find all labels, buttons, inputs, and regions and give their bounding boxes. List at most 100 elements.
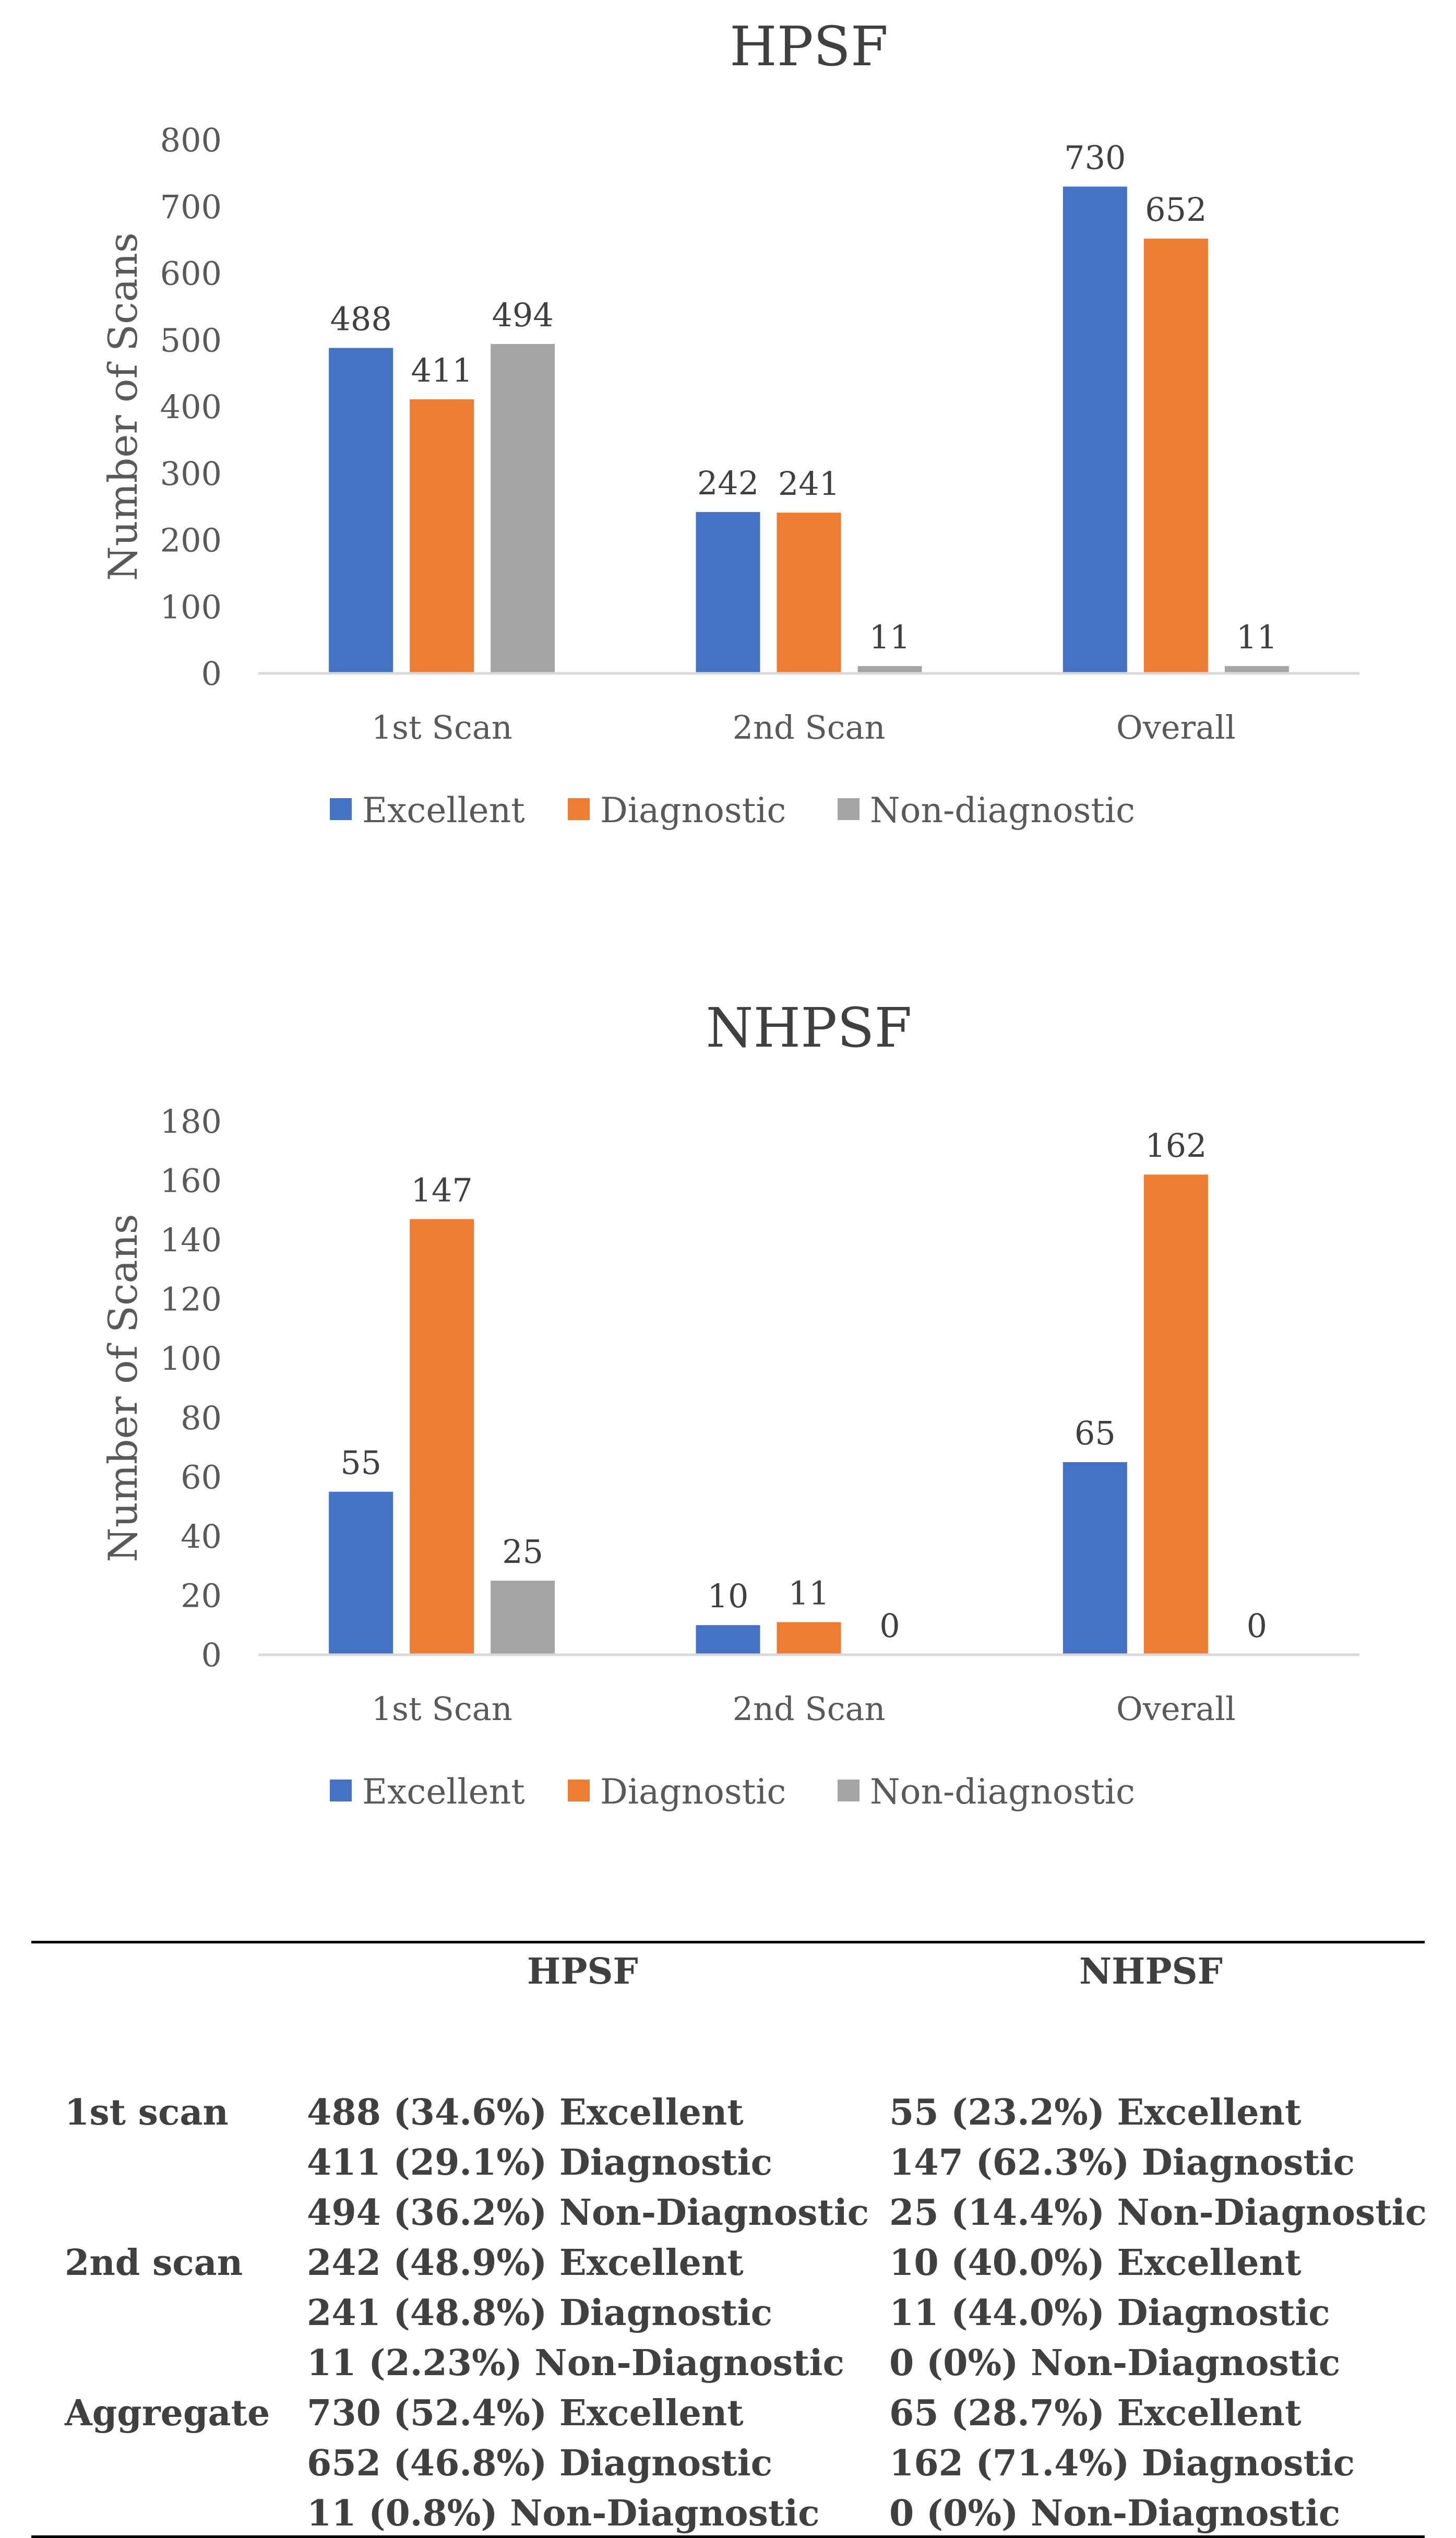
hpsf-cell: 241 (48.8%) Diagnostic [307,2292,773,2334]
legend-entry: Diagnostic [600,790,786,831]
y-axis-label: Number of Scans [100,1214,146,1562]
table-header-row: HPSF NHPSF [31,1943,1425,2022]
hpsf-cell: 494 (36.2%) Non-Diagnostic [307,2192,869,2234]
y-tick-label: 140 [160,1221,222,1259]
legend-swatch [330,1780,352,1801]
table-row: 11 (2.23%) Non-Diagnostic 0 (0%) Non-Diag… [31,2335,1425,2385]
table-body: 1st scan 488 (34.6%) Excellent 55 (23.2%) … [31,2084,1427,2535]
x-tick-label: 1st Scan [372,708,512,746]
hpsf-cell: 730 (52.4%) Excellent [307,2392,744,2434]
x-tick-label: 2nd Scan [733,708,886,746]
nhpsf-cell: 147 (62.3%) Diagnostic [889,2142,1355,2184]
y-tick-label: 500 [160,321,222,359]
data-label: 242 [697,464,759,502]
x-tick-label: 1st Scan [372,1690,512,1728]
legend-swatch [568,1780,590,1801]
y-tick-label: 120 [160,1280,222,1319]
nhpsf-cell: 10 (40.0%) Excellent [889,2242,1302,2284]
row-label: Aggregate [65,2392,270,2434]
hpsf-cell: 11 (2.23%) Non-Diagnostic [307,2342,844,2384]
table-row: 494 (36.2%) Non-Diagnostic 25 (14.4%) Non… [31,2185,1427,2235]
bar [1063,186,1127,673]
legend-entry: Excellent [362,790,525,831]
y-tick-label: 80 [181,1399,222,1437]
bar [1143,1175,1208,1655]
hpsf-cell: 488 (34.6%) Excellent [307,2092,744,2133]
summary-table: HPSF NHPSF 1st scan 488 (34.6%) Excellent… [31,1941,1427,2538]
table-row: 2nd scan 242 (48.9%) Excellent 10 (40.0%) … [31,2235,1425,2285]
legend-swatch [838,1780,860,1801]
bar [857,666,922,673]
nhpsf-cell: 162 (71.4%) Diagnostic [889,2442,1355,2484]
legend-swatch [330,798,352,820]
data-label: 11 [789,1574,830,1612]
y-tick-label: 300 [160,455,222,493]
hpsf-cell: 411 (29.1%) Diagnostic [307,2142,773,2184]
nhpsf-cell: 25 (14.4%) Non-Diagnostic [889,2192,1427,2234]
data-label: 0 [1247,1607,1267,1645]
data-label: 55 [340,1444,381,1482]
table-row: Aggregate 730 (52.4%) Excellent 65 (28.7%)… [31,2385,1425,2435]
y-tick-label: 20 [181,1576,222,1615]
data-label: 65 [1075,1414,1116,1452]
table-row: 411 (29.1%) Diagnostic 147 (62.3%) Diagno… [31,2134,1425,2185]
chart-title: HPSF [730,15,888,78]
chart-title: NHPSF [706,996,912,1060]
table-row: 652 (46.8%) Diagnostic 162 (71.4%) Diagno… [31,2435,1425,2485]
bar [329,1491,393,1655]
data-label: 11 [869,618,911,656]
data-label: 0 [879,1607,900,1645]
y-tick-label: 400 [160,388,222,426]
bar [696,512,760,673]
data-label: 652 [1145,191,1207,229]
bar [491,343,555,673]
data-label: 241 [778,465,840,503]
y-tick-label: 0 [201,1636,222,1674]
y-tick-label: 60 [181,1458,222,1496]
table-header-nhpsf: NHPSF [1079,1951,1223,1993]
hpsf-cell: 242 (48.9%) Excellent [307,2242,744,2284]
x-tick-label: 2nd Scan [733,1690,886,1728]
bar [696,1625,760,1655]
data-label: 162 [1145,1126,1207,1165]
y-tick-label: 800 [160,121,222,159]
y-tick-label: 200 [160,521,222,560]
bar [777,1622,841,1655]
bar [777,513,841,673]
x-tick-label: Overall [1116,708,1236,746]
row-label: 1st scan [65,2092,229,2133]
legend-entry: Diagnostic [600,1772,786,1812]
bar [1224,666,1289,673]
y-tick-label: 160 [160,1162,222,1200]
data-label: 147 [411,1171,472,1209]
bar [329,348,393,673]
nhpsf-cell: 55 (23.2%) Excellent [889,2092,1302,2133]
legend-entry: Non-diagnostic [870,1772,1135,1812]
data-label: 25 [502,1533,543,1571]
y-axis-label: Number of Scans [100,232,146,581]
table-spacer [31,2022,1425,2084]
x-tick-label: Overall [1116,1690,1236,1728]
y-tick-label: 700 [160,188,222,226]
data-label: 488 [330,300,391,338]
table-row: 241 (48.8%) Diagnostic 11 (44.0%) Diagnos… [31,2285,1425,2335]
legend-entry: Non-diagnostic [870,790,1135,831]
legend-swatch [838,798,860,820]
bar [410,1219,474,1655]
bar [410,399,474,673]
data-label: 10 [708,1577,749,1615]
nhpsf-cell: 0 (0%) Non-Diagnostic [889,2493,1341,2534]
bar [1063,1462,1127,1655]
y-tick-label: 600 [160,255,222,293]
table-header-hpsf: HPSF [527,1951,638,1993]
data-label: 730 [1064,138,1126,176]
y-tick-label: 0 [201,655,222,693]
bar [491,1581,555,1655]
row-label: 2nd scan [65,2242,243,2284]
nhpsf-cell: 65 (28.7%) Excellent [889,2392,1302,2434]
data-label: 411 [411,351,472,389]
hpsf-cell: 652 (46.8%) Diagnostic [307,2442,773,2484]
y-tick-label: 180 [160,1102,222,1141]
nhpsf-cell: 11 (44.0%) Diagnostic [889,2292,1330,2334]
